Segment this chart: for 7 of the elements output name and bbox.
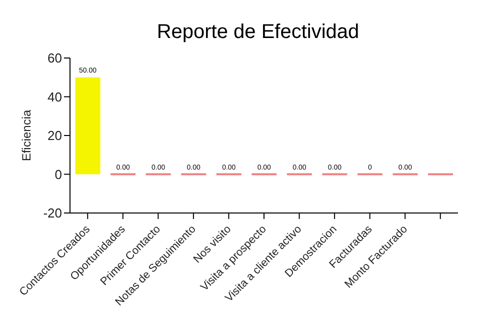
y-tick-label: 60	[48, 50, 62, 66]
y-tick-label: 20	[48, 128, 62, 144]
chart-title: Reporte de Efectividad	[156, 21, 360, 43]
y-tick-label: 0	[54, 166, 62, 182]
y-tick-label: -20	[43, 206, 62, 221]
y-tick-label: 40	[48, 89, 62, 104]
y-axis-title: Eficiencia	[19, 109, 34, 162]
